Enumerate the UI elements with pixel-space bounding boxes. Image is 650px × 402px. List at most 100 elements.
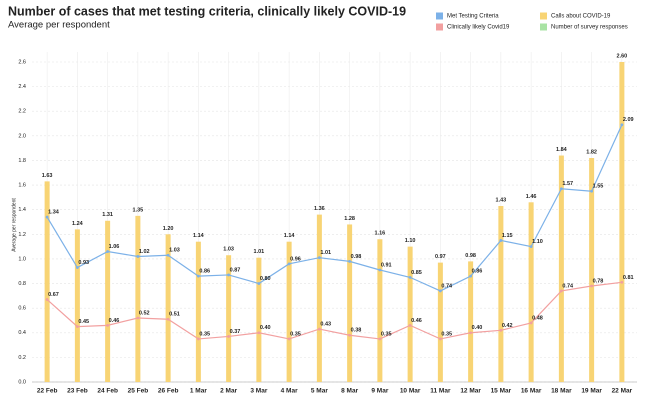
y-axis-label: Average per respondent xyxy=(11,198,17,252)
point xyxy=(408,275,412,279)
point xyxy=(45,215,49,219)
x-tick-label: 3 Mar xyxy=(250,388,267,395)
y-tick-label: 1.6 xyxy=(18,183,26,189)
point xyxy=(196,337,200,341)
x-tick-label: 16 Mar xyxy=(521,388,542,395)
y-tick-label: 0.0 xyxy=(18,379,26,385)
point-value-label: 0.35 xyxy=(381,331,392,337)
point xyxy=(529,321,533,325)
y-tick-label: 0.6 xyxy=(18,306,26,312)
point-value-label: 0.86 xyxy=(199,269,210,275)
point-value-label: 0.96 xyxy=(290,256,301,262)
bar-value-label: 1.82 xyxy=(586,149,597,155)
bar-value-label: 1.36 xyxy=(314,206,325,212)
point xyxy=(499,328,503,332)
bar xyxy=(44,181,50,382)
point-value-label: 0.78 xyxy=(593,278,604,284)
point xyxy=(469,274,473,278)
point xyxy=(559,187,563,191)
point xyxy=(317,327,321,331)
point xyxy=(559,289,563,293)
chart-title: Number of cases that met testing criteri… xyxy=(8,4,406,18)
legend-label: Calls about COVID-19 xyxy=(551,14,611,20)
point xyxy=(590,284,594,288)
y-tick-label: 0.4 xyxy=(18,330,26,336)
point xyxy=(257,282,261,285)
point xyxy=(348,259,352,263)
point xyxy=(378,268,382,272)
bar-value-label: 1.10 xyxy=(405,238,416,244)
point xyxy=(620,280,624,284)
y-tick-label: 1.4 xyxy=(18,207,26,213)
bar xyxy=(316,214,322,382)
bar-value-label: 1.01 xyxy=(254,249,265,255)
bar xyxy=(377,239,383,382)
point-value-label: 0.40 xyxy=(472,325,483,331)
bar xyxy=(74,229,80,382)
bar-value-label: 1.24 xyxy=(72,221,84,227)
point-value-label: 0.85 xyxy=(411,270,422,276)
x-tick-label: 12 Mar xyxy=(460,388,481,395)
point xyxy=(106,250,110,253)
x-tick-label: 1 Mar xyxy=(190,388,207,395)
point xyxy=(408,323,412,327)
y-tick-label: 1.8 xyxy=(18,158,26,164)
point xyxy=(620,123,624,127)
legend-swatch xyxy=(436,12,443,20)
chart-subtitle: Average per respondent xyxy=(8,20,110,31)
x-tick-label: 4 Mar xyxy=(281,388,298,395)
legend-swatch xyxy=(540,12,547,20)
point-value-label: 0.38 xyxy=(351,328,362,334)
point-value-label: 0.42 xyxy=(502,323,513,329)
point-value-label: 0.48 xyxy=(532,315,543,321)
point xyxy=(106,323,110,327)
point-value-label: 0.86 xyxy=(472,269,483,275)
x-tick-label: 22 Mar xyxy=(612,388,633,395)
point xyxy=(348,333,352,337)
point-value-label: 2.09 xyxy=(623,117,634,123)
point-value-label: 1.06 xyxy=(109,244,120,250)
bar-value-label: 0.98 xyxy=(465,253,476,259)
bar xyxy=(558,155,564,382)
point-value-label: 0.80 xyxy=(260,276,271,282)
bar-value-label: 1.31 xyxy=(102,212,113,218)
bar-value-label: 0.97 xyxy=(435,254,446,260)
x-tick-label: 24 Feb xyxy=(97,388,118,395)
point-value-label: 0.51 xyxy=(169,312,180,318)
point xyxy=(590,189,594,193)
x-tick-label: 8 Mar xyxy=(341,388,358,395)
y-tick-label: 2.6 xyxy=(18,59,26,65)
bar xyxy=(256,257,262,382)
x-tick-label: 11 Mar xyxy=(430,388,451,395)
bar xyxy=(498,206,504,382)
point xyxy=(438,289,442,293)
y-tick-label: 2.2 xyxy=(18,109,26,115)
point-value-label: 0.46 xyxy=(109,318,120,324)
point-value-label: 1.55 xyxy=(593,184,604,190)
bar-value-label: 1.20 xyxy=(163,226,174,232)
bar xyxy=(286,241,292,382)
point xyxy=(136,316,140,320)
point xyxy=(287,262,291,266)
point xyxy=(166,253,170,257)
point xyxy=(469,331,473,335)
bar xyxy=(347,224,353,382)
bar-value-label: 1.35 xyxy=(133,207,144,213)
bar-value-label: 1.63 xyxy=(42,173,53,179)
bar-value-label: 1.84 xyxy=(556,147,568,153)
x-tick-label: 25 Feb xyxy=(128,388,149,395)
point xyxy=(227,273,231,277)
line xyxy=(46,124,623,292)
bar xyxy=(195,241,201,382)
legend-swatch xyxy=(540,23,547,31)
point xyxy=(317,256,321,260)
bar-value-label: 1.46 xyxy=(526,194,537,200)
point-value-label: 1.01 xyxy=(320,250,331,256)
bar-value-label: 1.14 xyxy=(284,233,296,239)
point-value-label: 0.46 xyxy=(411,318,422,324)
point xyxy=(529,245,533,249)
point xyxy=(166,317,170,321)
y-tick-label: 0.2 xyxy=(18,355,26,361)
point-value-label: 0.35 xyxy=(290,331,301,337)
